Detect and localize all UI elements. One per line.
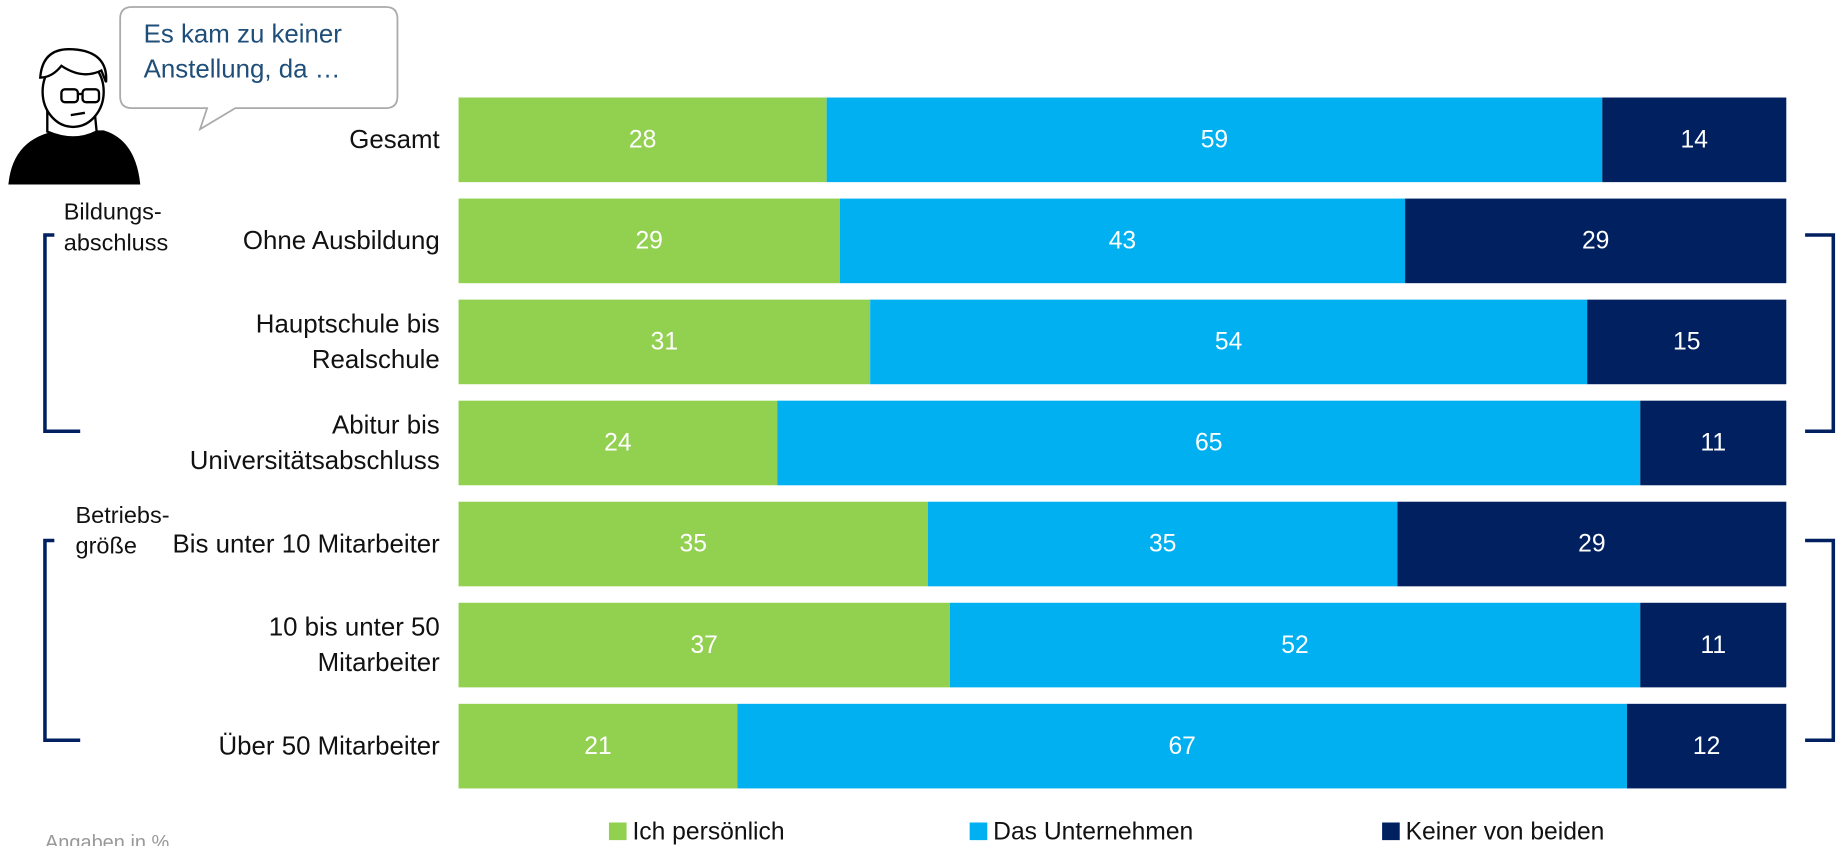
legend-label: Das Unternehmen: [993, 819, 1193, 846]
legend-swatch: [1382, 822, 1400, 841]
value-label: 24: [604, 430, 631, 457]
bar-segment: [870, 299, 1588, 385]
value-label: 12: [1693, 733, 1720, 760]
value-label: 29: [635, 228, 662, 255]
category-label: Gesamt: [349, 124, 440, 154]
legend-label: Keiner von beiden: [1406, 819, 1605, 846]
bar-segment: [1397, 501, 1787, 587]
group-label: Bildungs-abschluss: [63, 199, 169, 257]
bar-segment: [1626, 703, 1787, 789]
bar-segment: [1587, 299, 1787, 385]
category-label: Über 50 Mitarbeiter: [218, 730, 440, 761]
value-label: 52: [1281, 632, 1308, 659]
value-label: 28: [629, 127, 656, 154]
legend-label: Ich persönlich: [632, 819, 784, 846]
bar-segment: [458, 400, 778, 486]
category-label-box: Abitur bis Universitätsabschluss: [189, 410, 440, 475]
value-label: 31: [651, 329, 678, 356]
value-label: 35: [680, 531, 707, 558]
bar-segment: [949, 602, 1641, 688]
category-label-box: 10 bis unter 50 Mitarbeiter: [268, 612, 440, 677]
value-label: 43: [1109, 228, 1136, 255]
bar-segment: [1602, 97, 1787, 183]
bar-segment: [927, 501, 1398, 587]
category-label: Ohne Ausbildung: [242, 225, 440, 255]
bar-segment: [1405, 198, 1787, 284]
bar-segment: [458, 703, 738, 789]
bubble-text-box: Es kam zu keiner Anstellung, da …: [143, 18, 342, 84]
category-label-box: Bis unter 10 Mitarbeiter: [172, 528, 440, 559]
category-label: Hauptschule bis Realschule: [255, 309, 440, 374]
bar-segment: [458, 299, 871, 385]
value-label: 15: [1673, 329, 1700, 356]
value-label: 11: [1700, 430, 1726, 457]
bracket: [43, 233, 1836, 743]
value-label: 21: [584, 733, 611, 760]
value-label: 29: [1582, 228, 1609, 255]
legend-swatch: [608, 822, 627, 841]
category-label-box: Hauptschule bis Realschule: [255, 309, 440, 374]
category-label-box: Gesamt: [349, 124, 440, 154]
group-label-box: Betriebs-größe: [75, 502, 170, 560]
bar-segment: [458, 97, 827, 183]
bubble-text: Es kam zu keiner Anstellung, da …: [143, 18, 342, 84]
category-label: 10 bis unter 50 Mitarbeiter: [268, 612, 440, 677]
bar-segment: [839, 198, 1406, 284]
bar-segment: [458, 602, 950, 688]
bar-segment: [458, 501, 928, 587]
category-label-box: Ohne Ausbildung: [242, 225, 440, 255]
value-label: 29: [1578, 531, 1605, 558]
bar-segment: [1640, 400, 1787, 486]
bar-segment: [826, 97, 1603, 183]
category-label-box: Über 50 Mitarbeiter: [218, 730, 440, 761]
bar-segment: [737, 703, 1627, 789]
value-label: 67: [1168, 733, 1195, 760]
bar-segment: [777, 400, 1641, 486]
speech-bubble: [119, 6, 399, 132]
person-icon: [8, 48, 141, 185]
value-label: 37: [690, 632, 717, 659]
value-label: 65: [1195, 430, 1222, 457]
group-label: Betriebs-größe: [75, 502, 170, 560]
note: Angaben in %: [45, 832, 170, 846]
value-label: 14: [1681, 127, 1708, 154]
value-label: 35: [1149, 531, 1176, 558]
value-label: 59: [1201, 127, 1228, 154]
category-label: Bis unter 10 Mitarbeiter: [172, 528, 440, 559]
group-label-box: Bildungs-abschluss: [63, 199, 169, 257]
value-label: 54: [1215, 329, 1242, 356]
category-label: Abitur bis Universitätsabschluss: [189, 410, 440, 475]
bar-segment: [1640, 602, 1787, 688]
bar-segment: [458, 198, 840, 284]
value-label: 11: [1700, 632, 1726, 659]
legend-swatch: [969, 822, 988, 841]
